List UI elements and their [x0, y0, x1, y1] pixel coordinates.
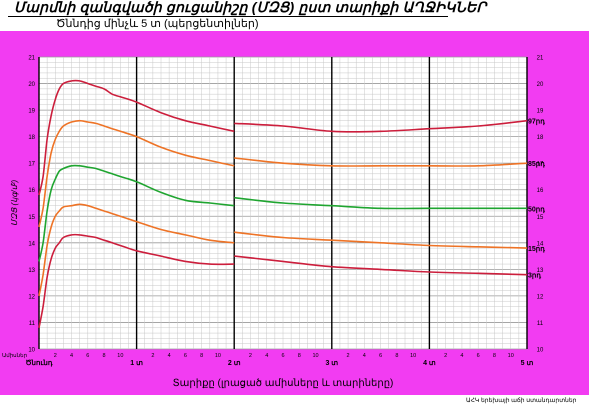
x-tick-label: 4	[168, 353, 171, 359]
y-tick-label: 18	[537, 135, 544, 141]
series-line	[38, 203, 235, 297]
y-tick-label: 11	[29, 321, 36, 327]
y-tick-label: 17	[28, 162, 35, 168]
x-tick-label: 10	[508, 353, 514, 359]
x-year-label: 5 տ	[521, 360, 534, 367]
x-tick-label: 8	[298, 353, 301, 359]
y-tick-label: 12	[537, 294, 544, 300]
x-tick-label: 10	[410, 353, 416, 359]
grid-lines	[38, 56, 528, 350]
x-tick-label: 2	[249, 353, 252, 359]
y-tick-label: 16	[28, 188, 35, 194]
x-year-label: 3 տ	[325, 360, 338, 367]
y-axis-label: ՄԶՑ (կգ/մ²)	[10, 180, 19, 227]
x-tick-label: 8	[103, 353, 106, 359]
series-label: 15րդ	[528, 246, 545, 253]
series-line	[234, 119, 528, 133]
y-tick-label: 13	[28, 268, 35, 274]
y-tick-label: 11	[537, 321, 544, 327]
y-tick-label: 12	[28, 294, 35, 300]
y-tick-label: 21	[28, 56, 35, 62]
x-year-label: 1 տ	[130, 360, 143, 367]
x-tick-label: 10	[215, 353, 221, 359]
x-row-label: Ամիսներ	[2, 352, 28, 359]
series-line	[234, 196, 527, 210]
x-tick-label: 10	[312, 353, 318, 359]
y-ticks-left: 10 11 12 13 14 15 16 17 18 19 20 21	[28, 56, 35, 354]
series-line	[234, 231, 528, 249]
x-tick-label: 4	[363, 353, 366, 359]
y-tick-label: 20	[537, 82, 544, 88]
y-ticks-right: 10 11 12 13 14 15 16 17 18 19 20 21	[537, 56, 544, 354]
x-year-label: 4 տ	[423, 360, 436, 367]
y-tick-label: 21	[537, 56, 544, 62]
y-tick-label: 14	[28, 241, 35, 247]
x-axis-label: Տարիքը (լրացած ամիսները և տարիները)	[173, 378, 394, 389]
series-label: 3րդ	[528, 273, 541, 280]
y-tick-label: 10	[537, 348, 544, 354]
series-line	[38, 233, 235, 328]
x-year-label: Ծնունդ	[25, 359, 52, 367]
y-tick-label: 20	[28, 82, 35, 88]
y-tick-label: 14	[537, 241, 544, 247]
footnote: ԱՀԿ երեխայի աճի ստանդարտներ	[466, 398, 577, 404]
series-label: 85րդ	[528, 161, 545, 168]
x-tick-label: 4	[70, 353, 73, 359]
x-tick-label: 4	[460, 353, 463, 359]
y-tick-label: 18	[28, 135, 35, 141]
x-tick-label: 8	[395, 353, 398, 359]
y-tick-label: 15	[537, 215, 544, 221]
x-tick-label: 8	[200, 353, 203, 359]
x-tick-label: 6	[184, 353, 187, 359]
y-tick-label: 15	[28, 215, 35, 221]
series-label: 50րդ	[528, 206, 545, 213]
y-tick-label: 17	[537, 162, 544, 168]
x-tick-label: 8	[493, 353, 496, 359]
x-tick-label: 6	[379, 353, 382, 359]
y-tick-label: 19	[537, 109, 544, 115]
series-line	[38, 79, 235, 196]
x-ticks: 2 4 6 8 10 2 4 6 8 10 2 4 6 8 10 2 4 6 8 10 2 4 6 8 10 Ծնունդ 1 տ 2…	[25, 353, 533, 367]
series-label: 97րդ	[528, 119, 545, 126]
x-tick-label: 2	[151, 353, 154, 359]
page-subtitle: Ծննդից մինչև 5 տ (պերցենտիլներ)	[56, 18, 259, 30]
x-tick-label: 2	[54, 353, 57, 359]
title-underline	[8, 16, 448, 17]
x-tick-label: 2	[444, 353, 447, 359]
x-tick-label: 6	[281, 353, 284, 359]
series-line	[38, 119, 235, 228]
x-tick-label: 2	[347, 353, 350, 359]
series-lines	[38, 79, 528, 328]
x-tick-label: 6	[86, 353, 89, 359]
series-line	[234, 255, 528, 276]
series-labels: 97րդ 85րդ 50րդ 15րդ 3րդ	[528, 119, 545, 280]
x-tick-label: 10	[117, 353, 123, 359]
y-tick-label: 10	[28, 348, 35, 354]
x-tick-label: 6	[477, 353, 480, 359]
series-line	[234, 157, 528, 167]
page-title: Մարմնի զանգվածի ցուցանիշը (ՄԶՑ) ըստ տարի…	[14, 0, 487, 15]
x-tick-label: 4	[265, 353, 268, 359]
series-line	[38, 164, 235, 262]
y-tick-label: 13	[537, 268, 544, 274]
x-year-label: 2 տ	[228, 360, 241, 367]
y-tick-label: 19	[28, 109, 35, 115]
y-tick-label: 16	[537, 188, 544, 194]
